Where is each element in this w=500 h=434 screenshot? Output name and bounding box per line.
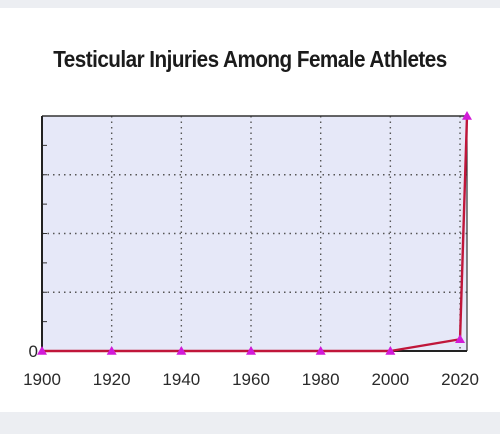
data-point-marker [385,346,396,355]
y-axis-labels: 0 [29,342,38,361]
series-layer [42,115,469,353]
data-point-marker [246,346,257,355]
chart-title: Testicular Injuries Among Female Athlete… [53,46,447,72]
data-point-marker [455,334,466,343]
data-point-marker [462,111,472,120]
y-tick-label: 0 [29,342,38,361]
x-axis-labels: 1900 1920 1940 1960 1980 2000 2020 [23,370,479,389]
markers-layer [37,111,472,355]
x-tick-label: 1980 [302,370,340,389]
data-point-marker [315,346,326,355]
plot-area [42,116,467,351]
frame-top-border [0,0,500,8]
grid-lines [42,116,467,351]
x-tick-label: 1920 [93,370,131,389]
series-line [42,115,469,353]
x-tick-label: 1900 [23,370,61,389]
data-point-marker [176,346,187,355]
frame-bottom-border [0,412,500,434]
data-point-marker [37,346,47,355]
x-tick-label: 1960 [232,370,270,389]
x-tick-label: 2020 [441,370,479,389]
x-tick-label: 1940 [162,370,200,389]
x-tick-label: 2000 [371,370,409,389]
data-point-marker [106,346,117,355]
